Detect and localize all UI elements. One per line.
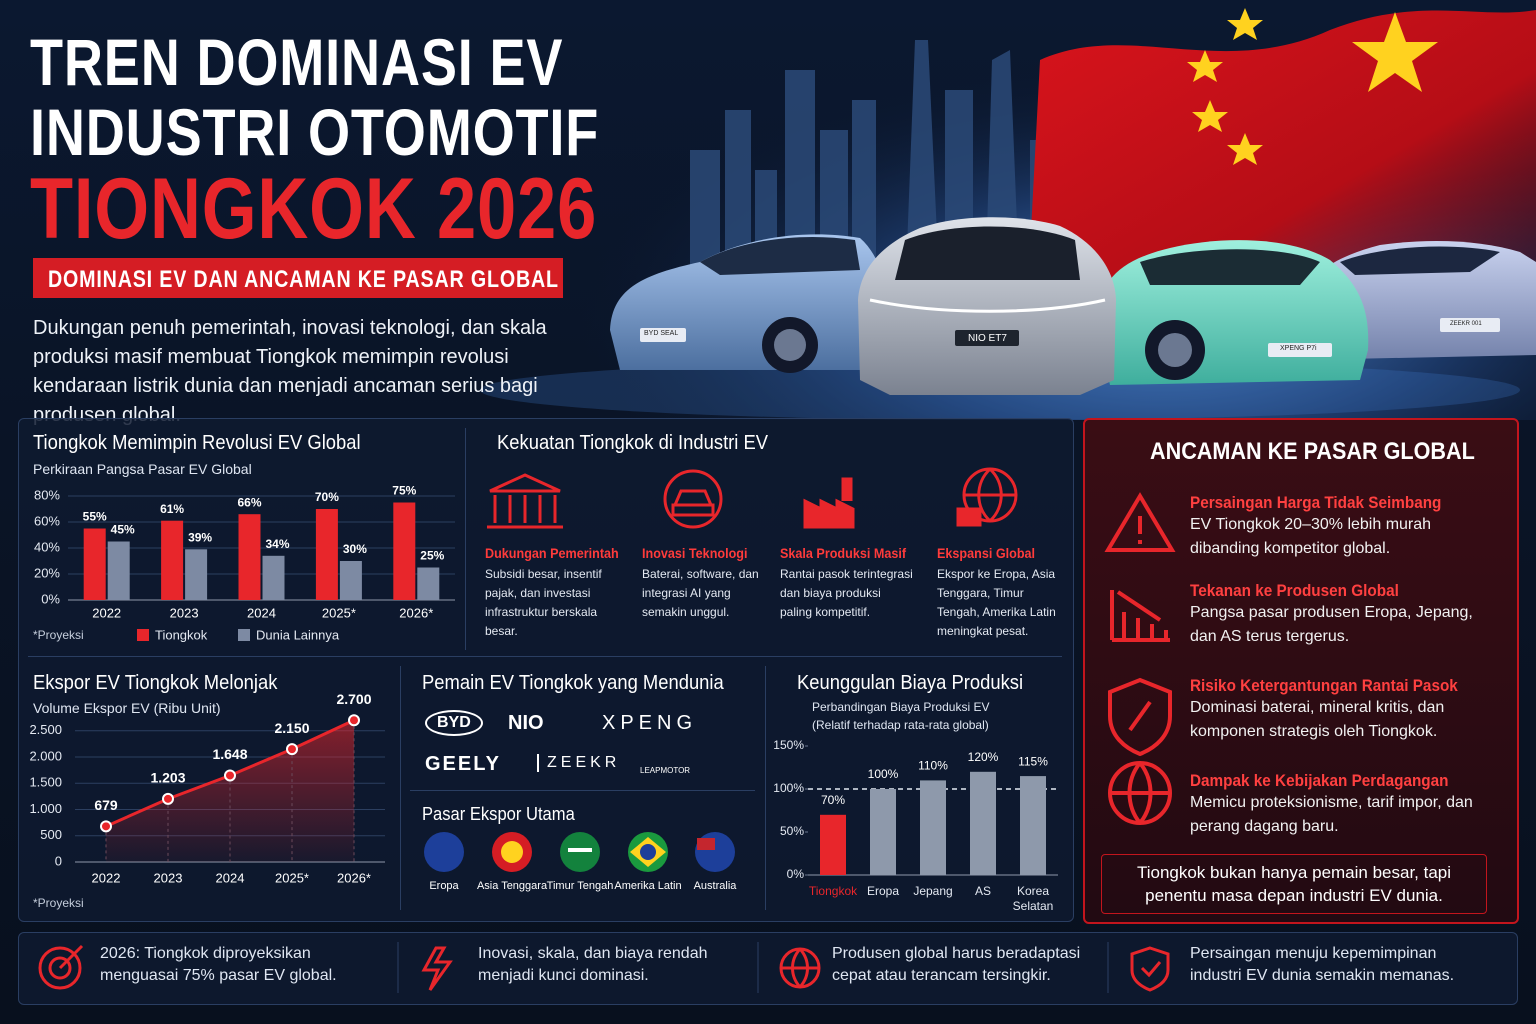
brand-logo: LEAPMOTOR (640, 766, 691, 775)
strength-title: Skala Produksi Masif (780, 545, 907, 561)
section-title: Pasar Ekspor Utama (422, 804, 575, 824)
brand-logo: NIO (508, 712, 544, 734)
footer-panel (18, 932, 1518, 1005)
chart-title: Tiongkok Memimpin Revolusi EV Global (33, 432, 361, 454)
strength-text: Baterai, software, dan integrasi AI yang… (642, 567, 759, 619)
car-label: XPENG P7i (1280, 345, 1317, 352)
threat-text: Memicu proteksionisme, tarif impor, dan … (1190, 794, 1473, 835)
divider (465, 428, 466, 650)
threat-panel (1083, 418, 1519, 924)
car (610, 234, 890, 373)
car-label: ZEEKR 001 (1450, 321, 1482, 327)
title-highlight: TIONGKOK 2026 (30, 161, 598, 257)
strength-text: Rantai pasok terintegrasi dan biaya prod… (780, 567, 913, 619)
intro-text: Dukungan penuh pemerintah, inovasi tekno… (33, 317, 547, 426)
market-label: Asia Tenggara (476, 880, 548, 892)
strength-item: Inovasi Teknologi Baterai, software, dan… (642, 545, 762, 622)
threat-item: Tekanan ke Produsen Global Pangsa pasar … (1190, 581, 1500, 649)
strength-title: Inovasi Teknologi (642, 545, 748, 561)
market-label: Australia (693, 880, 737, 892)
flag (1030, 10, 1536, 307)
title-line: TREN DOMINASI EV (30, 25, 564, 99)
title-line: INDUSTRI OTOMOTIF (30, 95, 600, 169)
threat-text: Pangsa pasar produsen Eropa, Jepang, dan… (1190, 604, 1473, 645)
flag-stars (1187, 8, 1438, 165)
market-label: Amerika Latin (614, 880, 682, 892)
hero-art (480, 0, 1536, 420)
strength-text: Ekspor ke Eropa, Asia Tenggara, Timur Te… (937, 567, 1056, 638)
strength-text: Subsidi besar, insentif pajak, dan inves… (485, 567, 602, 638)
strength-title: Ekspansi Global (937, 545, 1036, 561)
chart-subtitle: (Relatif terhadap rata-rata global) (812, 718, 989, 732)
threat-title: Persaingan Harga Tidak Seimbang (1190, 493, 1442, 512)
threat-title: Tekanan ke Produsen Global (1190, 581, 1399, 600)
footer-text: 2026: Tiongkok diproyeksikan menguasai 7… (100, 945, 337, 984)
x-tick-label: Eropa (866, 884, 900, 898)
x-tick-label: AS (974, 884, 991, 898)
section-title: Pemain EV Tiongkok yang Mendunia (422, 672, 724, 694)
footer-text: Inovasi, skala, dan biaya rendah menjadi… (478, 945, 708, 984)
chart-note: *Proyeksi (33, 896, 84, 910)
strength-item: Dukungan Pemerintah Subsidi besar, insen… (485, 545, 625, 641)
strength-item: Skala Produksi Masif Rantai pasok terint… (780, 545, 915, 622)
footer-text: Produsen global harus beradaptasi cepat … (832, 945, 1081, 984)
brand-logo: GEELY (425, 753, 501, 775)
section-title: ANCAMAN KE PASAR GLOBAL (1150, 438, 1475, 465)
subtitle-box (33, 258, 563, 298)
car (858, 217, 1116, 395)
threat-icons (1104, 492, 1176, 825)
threat-item: Persaingan Harga Tidak Seimbang EV Tiong… (1190, 493, 1500, 561)
car-label: BYD SEAL (644, 330, 679, 337)
brand-logo: BYD (425, 710, 483, 736)
divider (410, 790, 755, 791)
threat-item: Dampak ke Kebijakan Perdagangan Memicu p… (1190, 771, 1500, 839)
car-label: NIO ET7 (968, 333, 1007, 344)
market-flags (424, 832, 735, 872)
divider (765, 666, 766, 910)
market-label: Eropa (429, 880, 459, 892)
threat-item: Risiko Ketergantungan Rantai Pasok Domin… (1190, 676, 1500, 744)
chart-title: Keunggulan Biaya Produksi (797, 672, 1024, 694)
brand-logo: ZEEKR (537, 754, 620, 772)
strength-item: Ekspansi Global Ekspor ke Eropa, Asia Te… (937, 545, 1067, 641)
market-label: Timur Tengah (546, 880, 614, 892)
footer-icons (38, 942, 1170, 993)
chart-subtitle: Volume Ekspor EV (Ribu Unit) (33, 700, 221, 716)
threat-quote: Tiongkok bukan hanya pemain besar, tapi … (1101, 854, 1487, 914)
threat-title: Risiko Ketergantungan Rantai Pasok (1190, 676, 1458, 695)
chart-note: *Proyeksi (33, 628, 84, 642)
section-title: Kekuatan Tiongkok di Industri EV (497, 432, 769, 454)
subtitle: DOMINASI EV DAN ANCAMAN KE PASAR GLOBAL (48, 266, 559, 293)
threat-title: Dampak ke Kebijakan Perdagangan (1190, 771, 1449, 790)
divider (28, 656, 1062, 657)
threat-text: Dominasi baterai, mineral kritis, dan ko… (1190, 699, 1445, 740)
chart-subtitle: Perkiraan Pangsa Pasar EV Global (33, 461, 252, 477)
x-tick-label: Jepang (913, 884, 953, 898)
threat-text: EV Tiongkok 20–30% lebih murah dibanding… (1190, 516, 1432, 557)
x-tick-label: Tiongkok (808, 884, 858, 898)
strength-title: Dukungan Pemerintah (485, 545, 619, 561)
divider (400, 666, 401, 910)
chart-title: Ekspor EV Tiongkok Melonjak (33, 672, 278, 694)
x-tick-label: Korea Selatan (1012, 884, 1054, 913)
chart-subtitle: Perbandingan Biaya Produksi EV (812, 700, 990, 714)
footer-text: Persaingan menuju kepemimpinan industri … (1190, 945, 1455, 984)
strength-icons (487, 467, 1018, 529)
car (1095, 240, 1369, 385)
brand-logo: XPENG (602, 712, 698, 734)
